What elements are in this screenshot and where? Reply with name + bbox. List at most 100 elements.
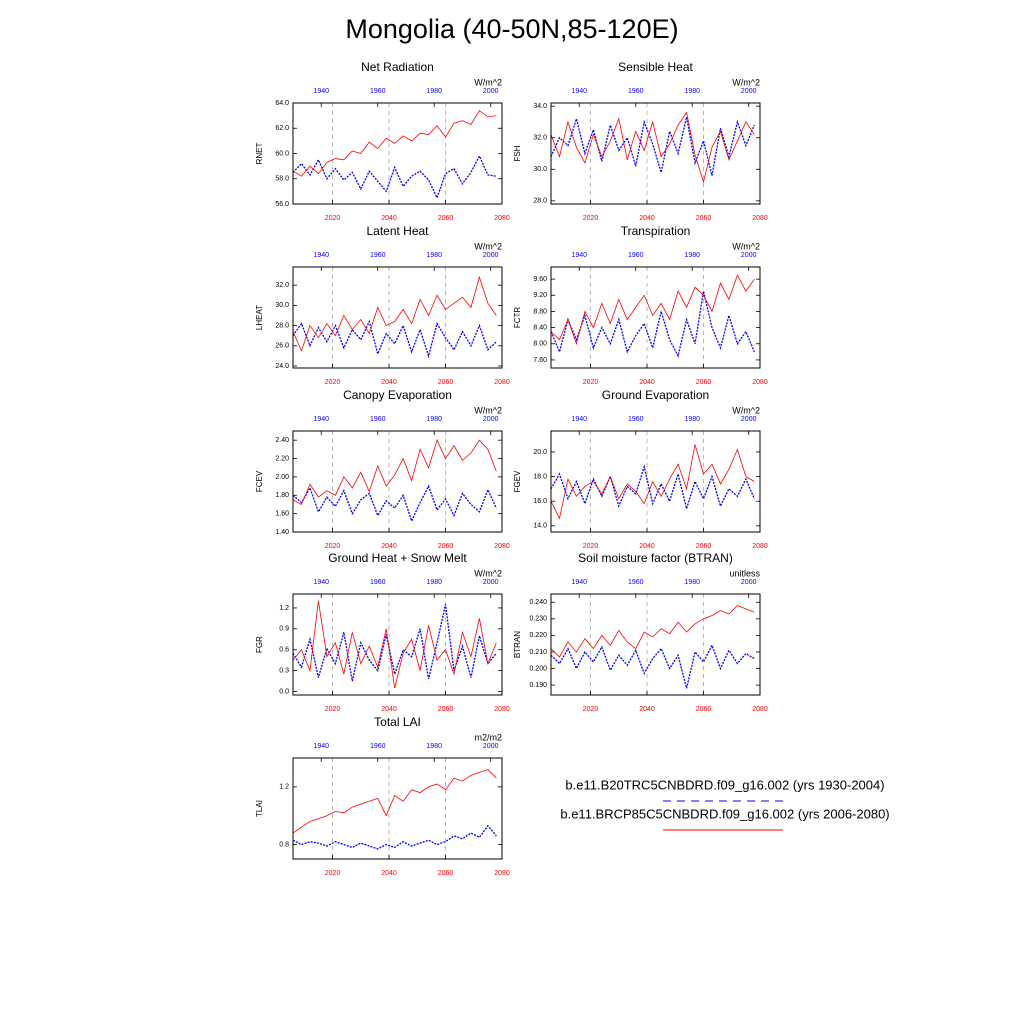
y-tick-label: 0.190 [529,682,547,689]
x2-tick-label: 2000 [483,88,499,95]
series-line [550,291,755,358]
x2-tick-label: 2000 [741,579,757,586]
y-tick-label: 24.0 [275,363,289,370]
y-tick-label: 30.0 [275,302,289,309]
x2-tick-label: 1980 [426,416,442,423]
plot-frame [550,430,761,533]
panel-title: Net Radiation [361,60,434,74]
y-tick-label: 8.40 [533,324,547,331]
x2-tick-label: 1960 [628,416,644,423]
plot-frame [292,593,503,696]
x-tick-label: 2060 [696,215,712,222]
series-line [550,111,755,184]
y-tick-label: 60.0 [275,150,289,157]
x2-tick-label: 1960 [370,416,386,423]
x-tick-label: 2020 [325,870,341,877]
legend-label: b.e11.B20TRC5CNBDRD.f09_g16.002 (yrs 193… [565,777,884,792]
legend-label: b.e11.BRCP85C5CNBDRD.f09_g16.002 (yrs 20… [560,806,889,821]
x-tick-label: 2020 [583,379,599,386]
y-tick-label: 0.6 [279,647,289,654]
x-tick-label: 2060 [438,706,454,713]
y-axis-label: FCTR [513,307,522,329]
plot-frame [292,430,503,533]
x-tick-label: 2040 [381,870,397,877]
x-tick-label: 2020 [325,543,341,550]
x-tick-label: 2040 [381,706,397,713]
panel-title: Ground Heat + Snow Melt [328,551,467,565]
panel-title: Sensible Heat [618,60,693,74]
x2-tick-label: 1980 [684,579,700,586]
x-tick-label: 2080 [752,543,768,550]
x-tick-label: 2060 [696,379,712,386]
panel-title: Latent Heat [366,224,429,238]
y-tick-label: 14.0 [533,523,547,530]
y-tick-label: 32.0 [533,135,547,142]
units-label: unitless [729,568,760,578]
x2-tick-label: 1940 [313,743,329,750]
y-tick-label: 8.80 [533,308,547,315]
x-tick-label: 2040 [639,215,655,222]
units-label: W/m^2 [732,77,760,87]
series-line [550,274,755,346]
y-tick-label: 0.0 [279,688,289,695]
y-axis-label: FCEV [255,470,264,492]
series-line [292,824,497,850]
series-line [292,154,497,200]
x-tick-label: 2080 [752,215,768,222]
x2-tick-label: 1980 [684,88,700,95]
y-tick-label: 1.40 [275,529,289,536]
x2-tick-label: 1940 [571,416,587,423]
series-line [550,605,755,658]
x-tick-label: 2020 [583,215,599,222]
series-line [292,769,497,834]
y-tick-label: 28.0 [275,322,289,329]
plot-frame [292,266,503,369]
x2-tick-label: 1940 [313,579,329,586]
y-tick-label: 64.0 [275,100,289,107]
y-tick-label: 0.200 [529,665,547,672]
y-tick-label: 56.0 [275,201,289,208]
x-tick-label: 2080 [494,215,510,222]
y-tick-label: 18.0 [533,473,547,480]
x-tick-label: 2040 [639,543,655,550]
y-tick-label: 9.20 [533,292,547,299]
x-tick-label: 2060 [438,870,454,877]
units-label: W/m^2 [474,241,502,251]
x2-tick-label: 1960 [370,743,386,750]
y-tick-label: 0.210 [529,649,547,656]
x2-tick-label: 1980 [426,88,442,95]
x2-tick-label: 1960 [370,88,386,95]
series-line [550,643,755,689]
series-line [292,319,497,359]
x2-tick-label: 1960 [628,88,644,95]
x-tick-label: 2060 [438,379,454,386]
units-label: W/m^2 [732,405,760,415]
y-tick-label: 0.240 [529,599,547,606]
x-tick-label: 2040 [381,379,397,386]
panel-title: Soil moisture factor (BTRAN) [578,551,733,565]
x-tick-label: 2060 [438,215,454,222]
figure-title: Mongolia (40-50N,85-120E) [345,14,678,44]
series-line [292,109,497,177]
y-tick-label: 1.80 [275,492,289,499]
x2-tick-label: 2000 [741,252,757,259]
x2-tick-label: 1960 [628,252,644,259]
plot-frame [550,266,761,369]
y-tick-label: 1.60 [275,510,289,517]
x2-tick-label: 1940 [313,252,329,259]
x2-tick-label: 1960 [370,579,386,586]
y-tick-label: 0.8 [279,841,289,848]
series-line [292,275,497,352]
x-tick-label: 2020 [325,706,341,713]
x-tick-label: 2020 [583,706,599,713]
panel-title: Total LAI [374,715,421,729]
y-tick-label: 2.20 [275,455,289,462]
series-line [550,444,755,520]
y-tick-label: 28.0 [533,198,547,205]
series-line [292,439,497,506]
x2-tick-label: 1940 [571,88,587,95]
y-axis-label: FGR [255,636,264,653]
panel-title: Ground Evaporation [602,388,709,402]
y-tick-label: 0.220 [529,632,547,639]
x-tick-label: 2020 [325,215,341,222]
